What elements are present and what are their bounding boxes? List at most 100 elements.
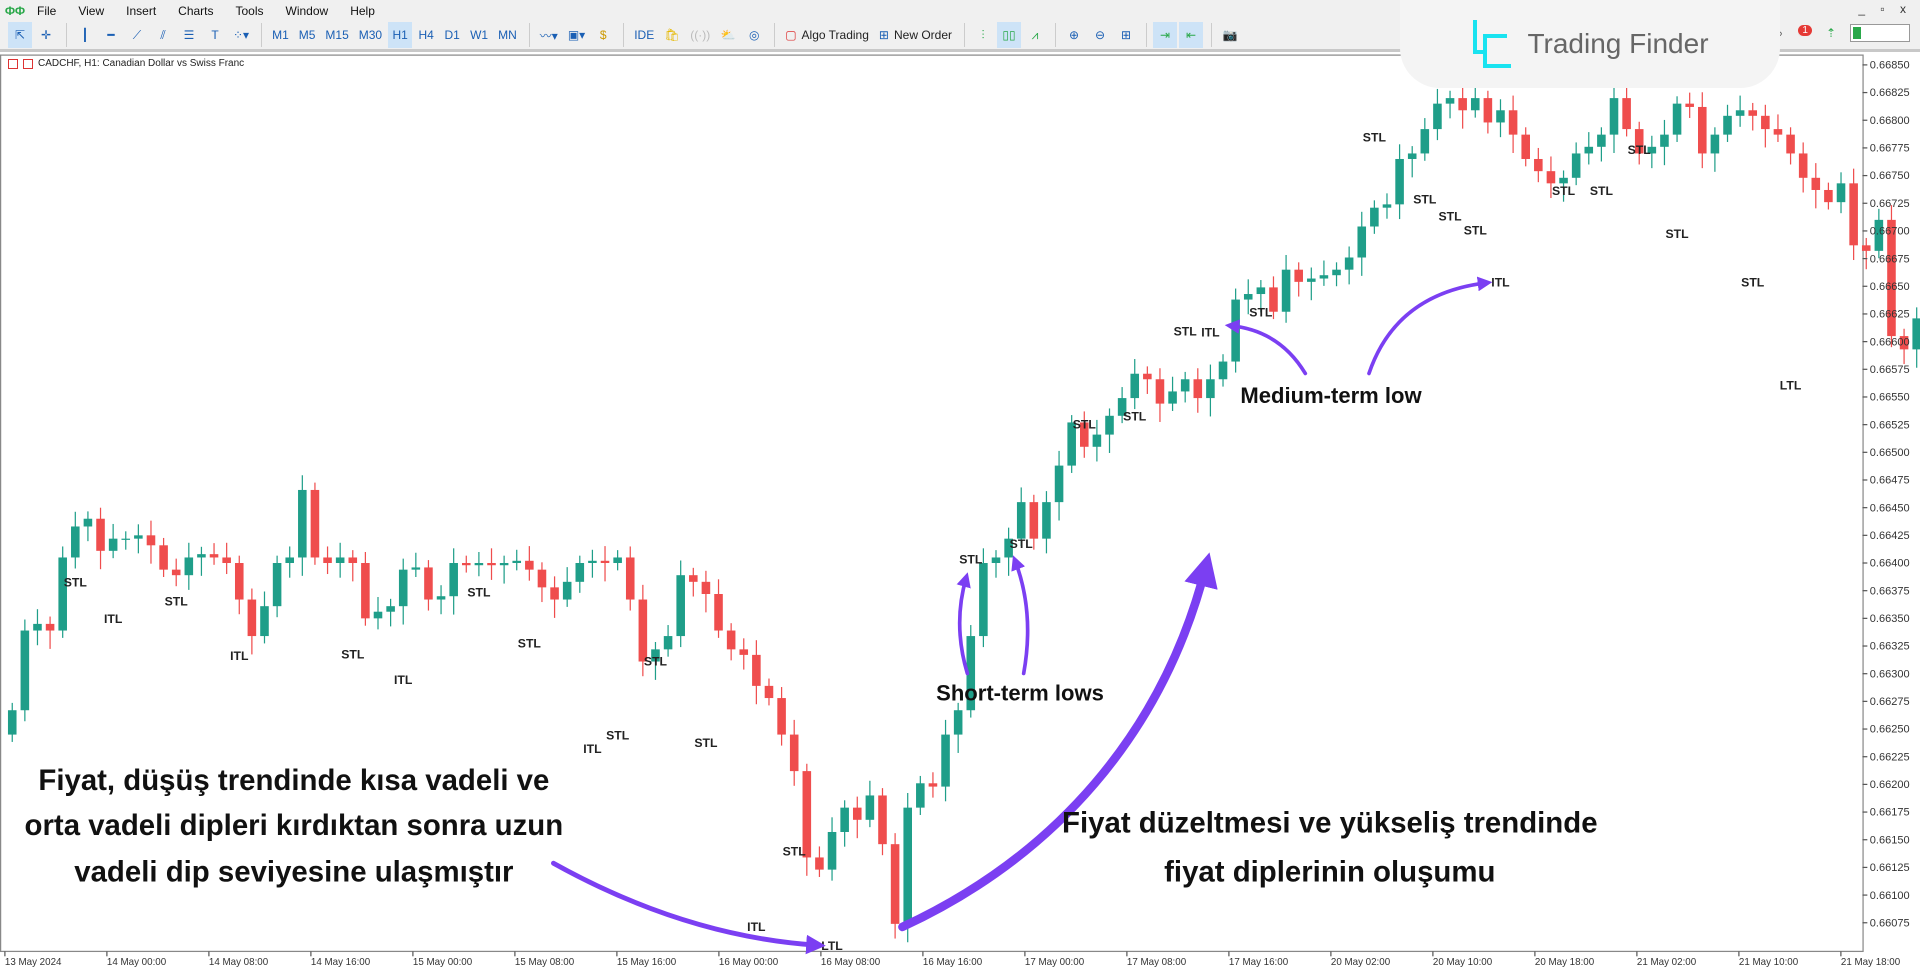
indicators-icon[interactable]: 〰▾ (539, 28, 558, 43)
tf-mn[interactable]: MN (498, 28, 517, 42)
zoom-out-icon[interactable]: ⊖ (1094, 28, 1106, 42)
menu-file[interactable]: File (37, 3, 57, 18)
signals-icon[interactable]: $ (599, 28, 607, 42)
bull-candle (83, 518, 93, 527)
tf-h4[interactable]: H4 (418, 28, 434, 42)
tf-w1[interactable]: W1 (470, 28, 489, 42)
price-tick-label: 0.66450 (1870, 502, 1910, 514)
swing-label-stl: STL (1590, 184, 1614, 198)
tf-d1[interactable]: D1 (444, 28, 460, 42)
bull-candle (1710, 134, 1720, 154)
vertical-line-icon[interactable]: ┃ (81, 28, 89, 42)
bull-candle (1307, 278, 1316, 282)
line-chart-icon[interactable]: ⩘ (1031, 27, 1039, 42)
bear-candle (209, 554, 219, 558)
bull-candle (373, 611, 383, 619)
trendline-icon[interactable]: ⟋ (132, 27, 142, 42)
bear-candle (726, 630, 736, 650)
bull-candle (966, 636, 976, 711)
swing-label-stl: STL (1552, 184, 1576, 198)
price-tick-label: 0.66375 (1870, 585, 1910, 597)
autoscroll-icon[interactable]: ⇥ (1153, 22, 1177, 48)
bull-candle (651, 649, 660, 662)
price-tick-label: 0.66200 (1870, 779, 1910, 791)
text-icon[interactable]: T (211, 28, 219, 42)
bear-candle (1294, 269, 1303, 282)
bull-candle (285, 557, 294, 564)
menu-view[interactable]: View (78, 3, 105, 18)
chart-shift-icon[interactable]: ⇤ (1179, 22, 1203, 48)
bar-chart-icon[interactable]: ⫶ (981, 27, 985, 42)
tf-m1[interactable]: M1 (272, 28, 289, 42)
shapes-icon[interactable]: ⁘▾ (233, 28, 250, 42)
price-tick-label: 0.66800 (1870, 115, 1910, 127)
price-tick-label: 0.66425 (1870, 530, 1910, 542)
candle-chart-icon[interactable]: ▯▯ (997, 22, 1021, 48)
bull-candle (71, 526, 80, 558)
new-order-button[interactable]: ⊞ New Order (875, 22, 956, 48)
medium-term-low-label: Medium-term low (1240, 383, 1422, 408)
ide-button[interactable]: IDE (634, 28, 655, 42)
bull-candle (840, 807, 849, 832)
channel-icon[interactable]: ⫽ (160, 27, 166, 42)
menu-charts[interactable]: Charts (178, 3, 214, 18)
left-annotation-line-1: Fiyat, düşüş trendinde kısa vadeli ve (38, 764, 549, 797)
price-tick-label: 0.66750 (1870, 170, 1910, 182)
bear-candle (361, 563, 370, 619)
radio-icon[interactable]: ((·)) (690, 28, 711, 42)
bull-candle (1243, 294, 1253, 300)
bear-candle (1269, 287, 1278, 312)
bear-candle (1143, 373, 1152, 380)
plot-frame (0, 54, 1864, 953)
bull-candle (260, 606, 269, 637)
horizontal-line-icon[interactable]: ━ (107, 28, 115, 42)
price-tick-label: 0.66300 (1870, 668, 1910, 680)
swing-label-stl: STL (467, 586, 491, 600)
app-logo-icon: ФФ (4, 3, 26, 18)
tf-m5[interactable]: M5 (298, 28, 316, 42)
menu-tools[interactable]: Tools (235, 3, 264, 18)
bear-candle (247, 599, 257, 637)
templates-icon[interactable]: ▣▾ (567, 28, 586, 42)
bear-candle (1761, 115, 1770, 130)
price-tick-label: 0.66075 (1870, 917, 1910, 929)
menu-window[interactable]: Window (285, 3, 329, 18)
bear-candle (689, 575, 698, 582)
menu-help[interactable]: Help (350, 3, 375, 18)
bear-candle (1811, 177, 1821, 190)
bull-candle (1420, 129, 1430, 154)
tf-m30[interactable]: M30 (358, 28, 383, 42)
bull-candle (676, 575, 685, 637)
zoom-in-icon[interactable]: ⊕ (1068, 28, 1080, 42)
cursor-icon[interactable]: ⇱ (8, 22, 32, 48)
arrow-short-term-low-1 (956, 572, 971, 676)
menu-insert[interactable]: Insert (126, 3, 157, 18)
swing-label-stl: STL (1438, 209, 1462, 223)
swing-label-stl: STL (1249, 306, 1273, 320)
bear-candle (1685, 103, 1694, 107)
bear-candle (1698, 106, 1707, 154)
market-icon[interactable]: 🛍 (664, 28, 680, 42)
tf-h1[interactable]: H1 (388, 22, 413, 48)
divider (66, 23, 67, 47)
bear-candle (1534, 158, 1543, 172)
window-controls[interactable]: _ ▫ x (1858, 2, 1912, 16)
algo-trading-button[interactable]: ▢ Algo Trading (781, 22, 873, 48)
vps-icon[interactable]: ⛅ (720, 28, 736, 42)
bull-candle (121, 538, 131, 540)
notifications-button[interactable]: ◔1 (1797, 24, 1812, 42)
crosshair-icon[interactable]: ✛ (40, 28, 52, 42)
time-tick-label: 17 May 00:00 (1025, 957, 1085, 968)
chart-title-text: CADCHF, H1: Canadian Dollar vs Swiss Fra… (38, 58, 245, 69)
bull-candle (903, 807, 912, 924)
swing-label-itl: ITL (230, 649, 249, 663)
swing-label-stl: STL (1741, 276, 1765, 290)
bull-candle (398, 569, 408, 607)
tf-m15[interactable]: M15 (325, 28, 349, 42)
tile-windows-icon[interactable]: ⊞ (1120, 28, 1132, 42)
chart-symbol-icon (23, 58, 33, 69)
fibonacci-icon[interactable]: ☰ (183, 28, 195, 42)
network-icon[interactable]: ◎ (748, 28, 760, 42)
screenshot-icon[interactable]: 📷 (1222, 28, 1238, 42)
